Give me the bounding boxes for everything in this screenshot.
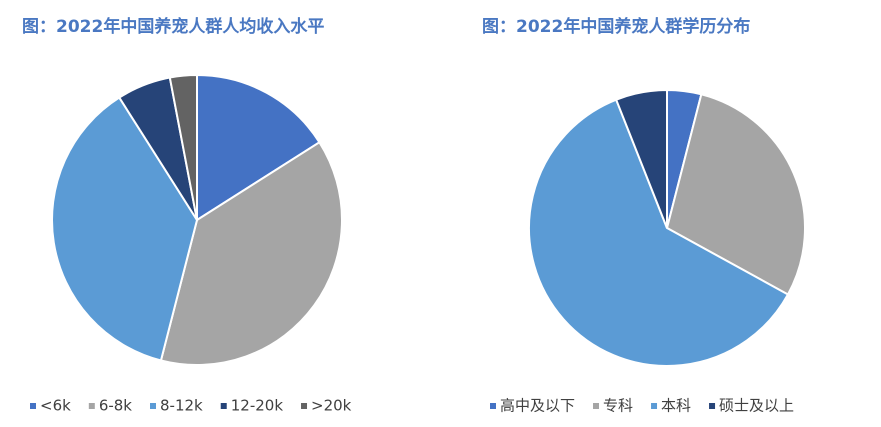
legend-label: >20k — [311, 397, 352, 415]
legend-label: 硕士及以上 — [719, 397, 794, 415]
legend-label: <6k — [40, 397, 71, 415]
chart-title: 图：2022年中国养宠人群学历分布 — [482, 16, 750, 37]
pie-slice — [168, 73, 198, 221]
legend-label: 6-8k — [99, 397, 132, 415]
pie-slice — [614, 88, 668, 229]
legend-label: 专科 — [603, 397, 633, 415]
legend-marker — [593, 403, 600, 409]
legend-marker — [30, 403, 36, 409]
legend-marker — [709, 403, 716, 409]
legend-marker — [150, 403, 156, 409]
chart-title: 图：2022年中国养宠人群人均收入水平 — [22, 16, 324, 37]
legend-marker — [301, 403, 308, 409]
legend-label: 8-12k — [160, 397, 203, 415]
legend-marker — [490, 403, 496, 409]
legend-marker — [651, 403, 658, 409]
pie-slice — [159, 140, 343, 366]
pie-slice — [528, 98, 790, 367]
pie-slice — [665, 93, 806, 296]
legend-label: 12-20k — [231, 397, 284, 415]
pie-slice — [196, 73, 321, 222]
legend-marker — [220, 403, 227, 409]
legend-label: 本科 — [661, 397, 691, 415]
legend-marker — [88, 403, 95, 409]
legend-label: 高中及以下 — [500, 397, 575, 415]
